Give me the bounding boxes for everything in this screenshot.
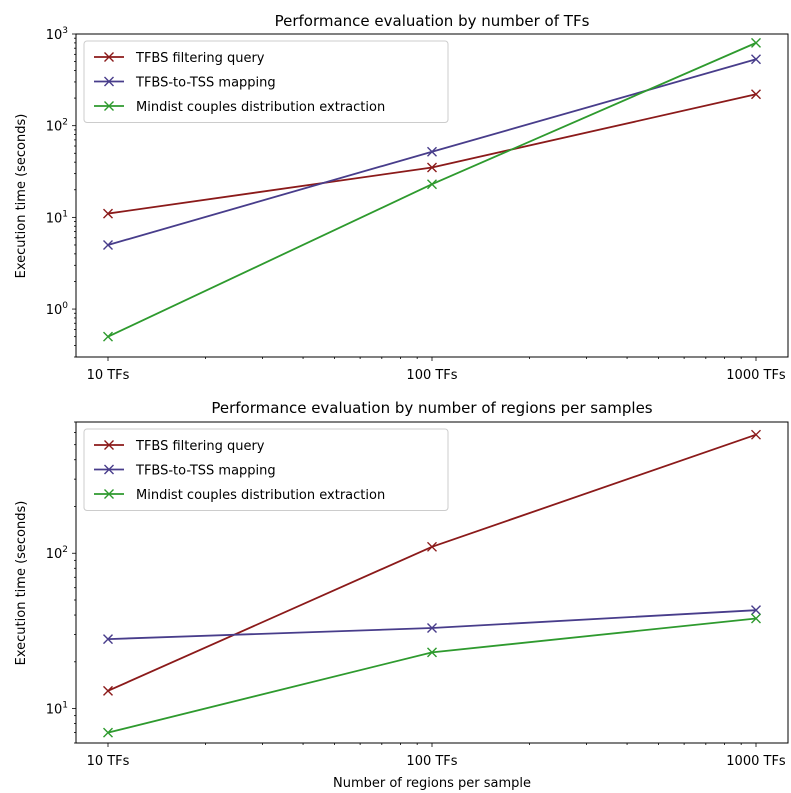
legend-marker <box>104 52 114 62</box>
x-tick-label: 100 TFs <box>406 754 457 769</box>
data-point-marker <box>751 54 761 65</box>
y-axis-label: Execution time (seconds) <box>14 501 29 666</box>
data-point-marker <box>103 331 113 342</box>
x-tick-label: 10 TFs <box>87 754 130 769</box>
data-point-marker <box>751 613 761 624</box>
series-1 <box>103 605 761 645</box>
y-axis-label: Execution time (seconds) <box>14 114 29 279</box>
legend-item: TFBS filtering query <box>94 51 265 66</box>
data-point-marker <box>751 429 761 440</box>
legend: TFBS filtering query TFBS-to-TSS mapping M… <box>83 40 449 123</box>
x-axis-label: Number of regions per sample <box>333 776 531 791</box>
y-tick-label: 100 <box>46 301 69 318</box>
legend-marker <box>104 101 114 111</box>
data-point-marker <box>427 162 437 173</box>
legend-box <box>83 40 449 123</box>
data-point-marker <box>751 89 761 100</box>
data-point-marker <box>427 623 437 634</box>
chart-performance-by-regions: Performance evaluation by number of regi… <box>14 399 789 791</box>
legend-marker <box>104 76 114 87</box>
x-tick-label: 1000 TFs <box>726 754 786 769</box>
legend-marker <box>104 489 114 499</box>
y-tick-label: 101 <box>46 209 68 226</box>
data-point-marker <box>751 37 761 48</box>
legend-marker <box>104 464 114 475</box>
x-tick-label: 10 TFs <box>87 368 130 383</box>
data-point-marker <box>751 605 761 616</box>
x-tick-label: 100 TFs <box>406 368 457 383</box>
legend-label: TFBS filtering query <box>135 439 265 454</box>
y-tick-label: 102 <box>46 118 68 135</box>
series-line <box>107 609 757 641</box>
legend-label: TFBS-to-TSS mapping <box>135 76 276 91</box>
chart-performance-by-tfs: Performance evaluation by number of TFs … <box>14 12 789 383</box>
chart-title: Performance evaluation by number of TFs <box>275 12 590 30</box>
series-lines <box>103 429 761 738</box>
x-tick-label: 1000 TFs <box>726 368 786 383</box>
x-ticks: 10 TFs 100 TFs 1000 TFs <box>87 743 786 769</box>
legend-item: TFBS-to-TSS mapping <box>94 76 276 91</box>
data-point-marker <box>103 685 113 696</box>
legend-label: TFBS-to-TSS mapping <box>135 464 276 479</box>
series-lines <box>103 37 761 342</box>
y-ticks: 101 102 <box>46 421 76 744</box>
data-point-marker <box>427 146 437 157</box>
data-point-marker <box>103 727 113 738</box>
legend-label: Mindist couples distribution extraction <box>136 100 385 115</box>
legend-item: TFBS-to-TSS mapping <box>94 464 276 479</box>
y-tick-label: 103 <box>46 26 68 43</box>
chart-title: Performance evaluation by number of regi… <box>211 399 652 417</box>
data-point-marker <box>103 239 113 250</box>
legend: TFBS filtering query TFBS-to-TSS mapping M… <box>83 428 449 511</box>
legend-item: Mindist couples distribution extraction <box>94 100 385 115</box>
data-point-marker <box>103 634 113 645</box>
y-tick-label: 101 <box>46 701 68 718</box>
legend-box <box>83 428 449 511</box>
series-2 <box>103 613 761 738</box>
legend-marker <box>104 440 114 450</box>
data-point-marker <box>427 179 437 190</box>
data-point-marker <box>427 647 437 658</box>
legend-item: Mindist couples distribution extraction <box>94 488 385 503</box>
legend-label: Mindist couples distribution extraction <box>136 488 385 503</box>
y-ticks: 100 101 102 103 <box>46 26 76 358</box>
x-ticks: 10 TFs 100 TFs 1000 TFs <box>87 357 786 383</box>
legend-item: TFBS filtering query <box>94 439 265 454</box>
legend-label: TFBS filtering query <box>135 51 265 66</box>
series-2 <box>103 37 761 342</box>
data-point-marker <box>427 541 437 552</box>
series-0 <box>103 429 761 696</box>
data-point-marker <box>103 208 113 219</box>
y-tick-label: 102 <box>46 545 68 562</box>
series-0 <box>103 89 761 219</box>
